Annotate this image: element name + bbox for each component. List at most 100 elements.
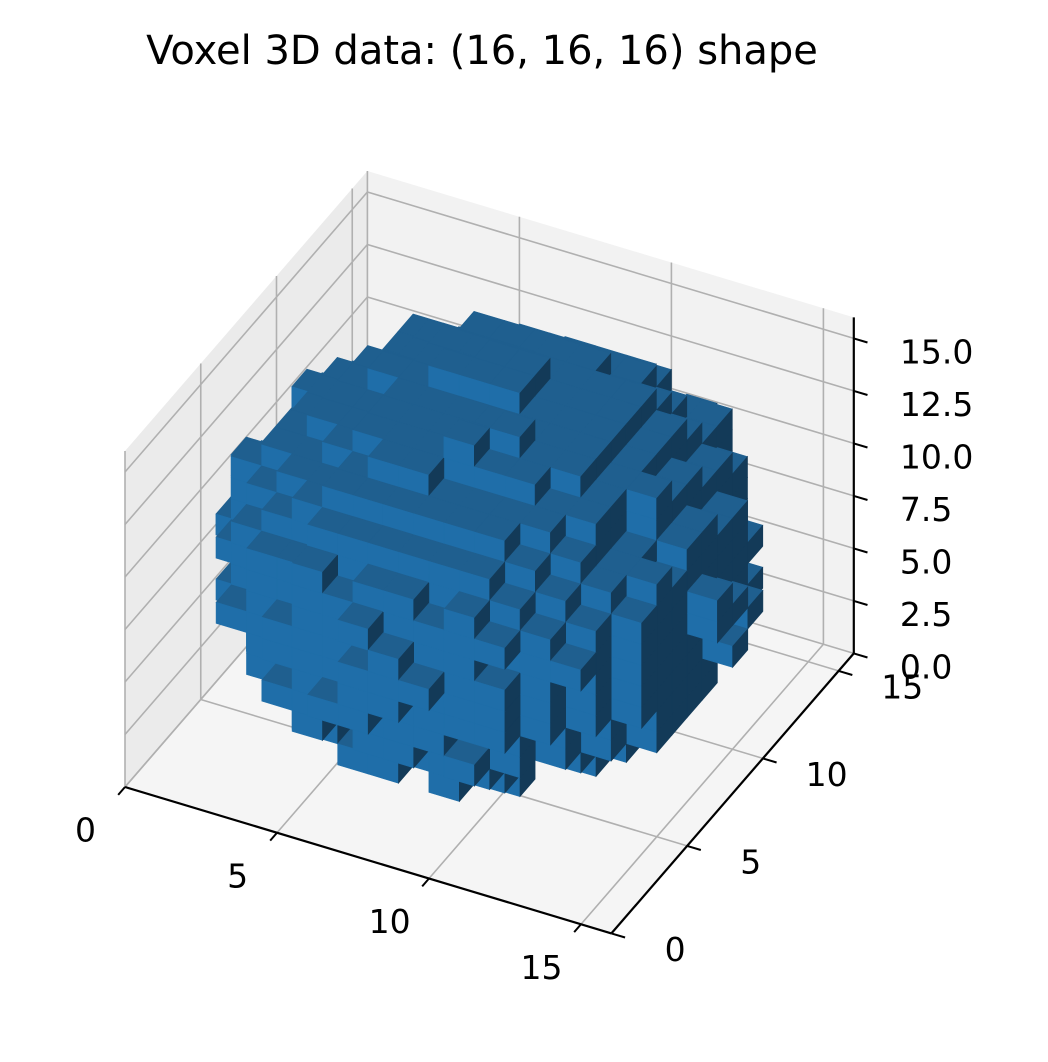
voxel <box>610 688 658 730</box>
voxel <box>473 663 521 713</box>
z-tick-mark <box>853 547 868 554</box>
x-tick-label: 0 <box>75 811 96 850</box>
z-tick-mark <box>853 494 868 501</box>
gridline-z-left <box>124 191 369 473</box>
x-tick-mark <box>573 923 582 933</box>
z-tick-label: 2.5 <box>900 595 952 634</box>
y-tick-label: 0 <box>665 930 686 969</box>
voxel <box>564 497 612 547</box>
voxel <box>337 516 384 565</box>
voxel <box>534 574 582 624</box>
voxel-side-face <box>595 613 612 654</box>
voxel <box>306 506 354 556</box>
y-tick-mark <box>762 757 777 764</box>
voxel <box>428 543 475 592</box>
voxel-side-face <box>504 629 521 671</box>
voxel <box>549 643 597 692</box>
voxel <box>565 604 612 654</box>
voxel <box>443 591 491 640</box>
voxel <box>473 621 521 671</box>
gridline-z-left <box>124 243 369 526</box>
voxel <box>519 612 567 662</box>
z-tick-label: 0.0 <box>900 648 952 687</box>
y-tick-mark <box>611 932 626 939</box>
voxel-side-face <box>595 506 612 547</box>
voxel <box>549 535 597 585</box>
gridline-z-back <box>367 191 855 340</box>
z-tick-mark <box>853 652 868 659</box>
voxel <box>625 557 673 607</box>
voxel <box>291 545 339 595</box>
voxel <box>686 443 733 493</box>
voxel <box>382 572 430 622</box>
voxel <box>656 457 703 507</box>
voxel <box>397 448 445 498</box>
voxel <box>656 522 703 572</box>
voxel <box>245 530 293 580</box>
y-axis-line <box>610 652 855 935</box>
voxel-side-face <box>717 582 733 623</box>
voxel <box>625 427 673 477</box>
gridline-x-floor <box>580 643 825 925</box>
voxel-layer <box>215 310 764 803</box>
z-tick-mark <box>853 442 868 449</box>
x-axis-line <box>124 785 612 935</box>
voxel <box>488 366 536 416</box>
voxel-side-face <box>686 531 703 572</box>
voxel <box>367 439 415 488</box>
voxel <box>489 582 536 632</box>
voxel <box>321 468 369 517</box>
y-tick-mark <box>838 669 853 676</box>
z-tick-label: 7.5 <box>900 490 952 529</box>
voxel-side-face <box>747 589 764 630</box>
z-tick-label: 5.0 <box>900 543 952 582</box>
x-tick-label: 15 <box>521 948 563 987</box>
z-tick-mark <box>853 389 868 396</box>
x-tick-mark <box>117 786 126 796</box>
voxel <box>473 514 521 563</box>
chart-title: Voxel 3D data: (16, 16, 16) shape <box>146 28 818 74</box>
x-tick-mark <box>421 877 430 888</box>
z-tick-mark <box>853 599 868 606</box>
voxel <box>397 534 445 583</box>
voxel <box>671 505 718 555</box>
voxel <box>549 449 597 499</box>
voxel <box>519 505 567 555</box>
z-tick-label: 12.5 <box>900 385 973 424</box>
voxel-side-face <box>580 651 597 692</box>
voxel <box>580 721 627 762</box>
y-tick-label: 15 <box>881 668 923 707</box>
x-tick-label: 10 <box>369 902 411 941</box>
voxel-side-face <box>732 628 749 669</box>
voxel-side-face <box>656 480 673 521</box>
voxel <box>443 418 491 468</box>
voxel <box>625 713 673 754</box>
y-tick-label: 10 <box>806 755 848 794</box>
voxel <box>474 713 521 755</box>
gridline-z-back <box>367 243 855 392</box>
voxel-side-face <box>656 566 673 607</box>
voxel <box>458 357 506 406</box>
voxel-side-face <box>641 604 658 646</box>
voxel <box>580 566 627 615</box>
y-tick-label: 5 <box>740 843 761 882</box>
voxel <box>352 563 400 613</box>
voxel <box>610 596 658 646</box>
voxel <box>261 426 308 476</box>
z-tick-label: 10.0 <box>900 438 973 477</box>
z-tick-label: 15.0 <box>900 333 973 372</box>
voxel <box>625 471 673 521</box>
x-tick-mark <box>269 832 278 842</box>
voxel <box>701 491 749 541</box>
voxel <box>458 552 506 602</box>
voxel <box>610 625 658 667</box>
voxel <box>398 662 445 712</box>
x-tick-label: 5 <box>227 856 248 895</box>
voxel <box>504 458 551 507</box>
voxel <box>413 495 460 545</box>
voxel <box>443 505 491 554</box>
axis-lines <box>124 317 855 935</box>
z-tick-mark <box>853 337 868 344</box>
